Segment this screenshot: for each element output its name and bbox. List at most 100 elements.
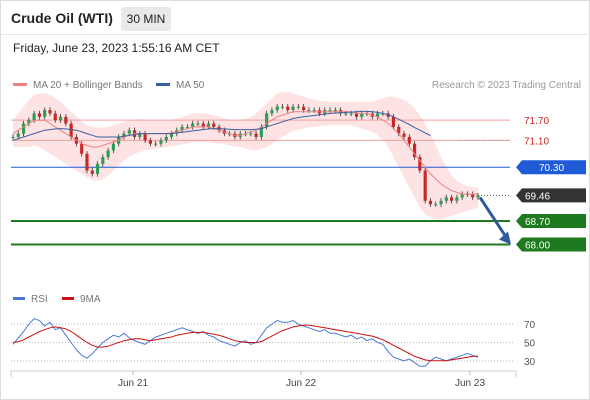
candle-body — [265, 113, 269, 127]
candle-body — [428, 200, 433, 205]
candle-body — [180, 126, 184, 131]
candle-body — [344, 113, 348, 115]
candle-body — [460, 194, 464, 198]
candle-body — [64, 116, 68, 124]
candle-body — [58, 116, 63, 121]
candle-body — [302, 106, 306, 111]
candle-body — [444, 197, 448, 201]
instrument-title: Crude Oil (WTI) — [11, 10, 113, 26]
candle-body — [476, 195, 480, 198]
candle-body — [270, 110, 274, 114]
ma20-line — [12, 111, 478, 195]
legend-ma50: MA 50 — [156, 80, 204, 91]
ma50-line — [12, 110, 431, 141]
candle-body — [397, 126, 401, 134]
rsi-9ma-line — [12, 324, 478, 362]
ma50-swatch — [156, 82, 170, 86]
candle-body — [449, 197, 454, 201]
legend-ma50-label: MA 50 — [176, 80, 205, 91]
candle-body — [312, 110, 316, 112]
candle-body — [43, 110, 47, 117]
candle-body — [391, 116, 396, 127]
rsi-tick-label-30: 30 — [524, 357, 536, 368]
candle-body — [143, 133, 147, 141]
candle-body — [212, 123, 216, 127]
x-tick-label-Jun-23: Jun 23 — [455, 378, 485, 389]
rsi-tick-label-50: 50 — [524, 339, 536, 350]
candle-body — [418, 157, 422, 171]
candle-body — [101, 157, 105, 164]
candle-body — [27, 120, 31, 124]
last-price-label: 69.46 — [525, 191, 550, 202]
candle-body — [37, 113, 42, 117]
header-divider — [0, 34, 590, 35]
bollinger-band — [13, 91, 478, 220]
candle-body — [381, 113, 385, 115]
candle-body — [259, 126, 263, 137]
support-tag-68.70 — [516, 213, 586, 228]
candle-body — [69, 123, 73, 137]
candle-body — [138, 133, 142, 137]
last-price-tag — [516, 188, 586, 203]
candle-body — [148, 140, 152, 144]
support-tag-68.00 — [516, 237, 586, 252]
timestamp: Friday, June 23, 2023 1:55:16 AM CET — [13, 41, 220, 55]
candle-body — [328, 110, 332, 112]
candle-body — [159, 140, 163, 144]
candle-body — [106, 150, 110, 158]
candle-body — [191, 123, 195, 127]
rsi-tick-label-70: 70 — [524, 320, 536, 331]
legend-rsi: RSI — [13, 294, 48, 305]
candle-body — [249, 133, 253, 135]
rsi-swatch — [13, 296, 25, 300]
candle-body — [307, 110, 311, 112]
candle-body — [53, 113, 57, 121]
candle-body — [201, 123, 205, 127]
candle-body — [360, 113, 364, 117]
ma9-swatch — [62, 296, 74, 300]
candle-body — [455, 197, 459, 201]
candle-body — [185, 126, 189, 128]
candle-body — [32, 113, 36, 121]
pivot-tag — [516, 160, 586, 175]
candle-body — [111, 143, 115, 151]
candle-body — [196, 123, 200, 125]
timeframe-button[interactable]: 30 MIN — [121, 7, 171, 31]
candle-body — [434, 204, 438, 206]
candle-body — [286, 106, 290, 111]
candle-body — [291, 106, 295, 111]
candle-body — [354, 113, 359, 117]
legend-9ma-label: 9MA — [80, 294, 101, 305]
candle-body — [413, 143, 417, 158]
support-label-68.00: 68.00 — [525, 240, 550, 251]
candle-body — [11, 136, 15, 138]
candle-body — [154, 143, 158, 145]
legend-ma20: MA 20 + Bollinger Bands — [13, 80, 143, 91]
forecast-arrow-shaft — [478, 196, 509, 240]
research-credit: Research © 2023 Trading Central — [431, 80, 581, 91]
candle-body — [275, 106, 279, 111]
support-label-68.70: 68.70 — [525, 217, 550, 228]
candle-body — [365, 113, 369, 115]
resistance-label-71.70: 71.70 — [524, 116, 549, 127]
candle-body — [280, 106, 285, 108]
candle-body — [169, 133, 174, 137]
candle-body — [407, 136, 411, 144]
candle-body — [16, 133, 20, 137]
candle-body — [333, 110, 337, 112]
candle-body — [127, 130, 131, 134]
candle-body — [90, 170, 94, 174]
ma20-swatch — [13, 82, 27, 86]
candle-body — [21, 123, 26, 134]
rsi-line — [12, 318, 479, 367]
candle-body — [423, 170, 427, 201]
candle-body — [254, 133, 258, 137]
candle-body — [376, 113, 380, 117]
candle-body — [206, 123, 211, 127]
legend-9ma: 9MA — [62, 294, 101, 305]
candle-body — [48, 110, 52, 114]
candle-body — [439, 200, 443, 205]
candle-body — [471, 194, 475, 198]
candle-body — [296, 106, 300, 108]
